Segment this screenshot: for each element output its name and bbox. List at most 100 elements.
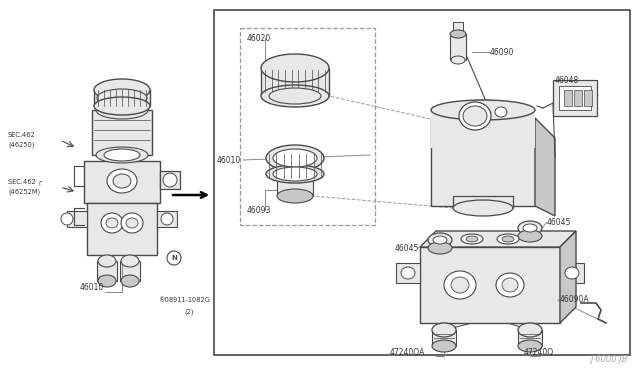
Bar — [157, 211, 177, 227]
Bar — [84, 161, 160, 203]
Text: (2): (2) — [184, 309, 193, 315]
Ellipse shape — [167, 251, 181, 265]
Bar — [92, 110, 152, 155]
Text: 46010: 46010 — [80, 283, 104, 292]
Text: 46045: 46045 — [395, 244, 419, 253]
Bar — [431, 110, 535, 148]
Bar — [120, 261, 140, 281]
Ellipse shape — [461, 234, 483, 244]
Ellipse shape — [94, 97, 150, 115]
Text: SEC.462: SEC.462 — [8, 132, 36, 138]
Ellipse shape — [96, 101, 148, 119]
Bar — [453, 196, 513, 208]
Text: SEC.462 ┌: SEC.462 ┌ — [8, 179, 42, 185]
Ellipse shape — [401, 267, 415, 279]
Ellipse shape — [518, 340, 542, 352]
Bar — [94, 90, 150, 106]
Bar — [560, 263, 584, 283]
Ellipse shape — [453, 200, 513, 216]
Ellipse shape — [496, 273, 524, 297]
Bar — [396, 263, 420, 283]
Bar — [277, 174, 313, 196]
Text: 46090A: 46090A — [560, 295, 589, 305]
Ellipse shape — [126, 218, 138, 228]
Polygon shape — [535, 118, 555, 216]
Ellipse shape — [456, 100, 510, 120]
Bar — [261, 68, 329, 96]
Text: 46045: 46045 — [547, 218, 572, 227]
Ellipse shape — [459, 102, 491, 130]
Bar — [420, 247, 560, 323]
Ellipse shape — [428, 242, 452, 254]
Ellipse shape — [104, 149, 140, 161]
Bar — [553, 80, 597, 116]
Ellipse shape — [518, 221, 542, 235]
Bar — [432, 330, 456, 346]
Text: N: N — [171, 255, 177, 261]
Text: 46048: 46048 — [555, 76, 579, 84]
Ellipse shape — [502, 236, 514, 242]
Polygon shape — [431, 118, 535, 206]
Ellipse shape — [266, 145, 324, 171]
Bar — [584, 90, 592, 106]
Ellipse shape — [121, 275, 139, 287]
Ellipse shape — [96, 147, 148, 163]
Ellipse shape — [121, 213, 143, 233]
Ellipse shape — [432, 340, 456, 352]
Ellipse shape — [269, 88, 321, 104]
Ellipse shape — [273, 149, 317, 167]
Ellipse shape — [518, 323, 542, 337]
Ellipse shape — [163, 173, 177, 187]
Text: (46252M): (46252M) — [8, 189, 40, 195]
Ellipse shape — [261, 54, 329, 82]
Text: J·6000 JB: J·6000 JB — [591, 355, 628, 364]
Ellipse shape — [428, 233, 452, 247]
Bar — [574, 90, 582, 106]
Ellipse shape — [523, 224, 537, 232]
Text: 47240QA: 47240QA — [390, 347, 426, 356]
Bar — [518, 330, 542, 346]
Bar — [214, 10, 630, 355]
Ellipse shape — [444, 271, 476, 299]
Ellipse shape — [432, 323, 456, 337]
Ellipse shape — [94, 79, 150, 101]
Ellipse shape — [98, 275, 116, 287]
Ellipse shape — [101, 213, 123, 233]
Ellipse shape — [113, 174, 131, 188]
Bar — [160, 171, 180, 189]
Ellipse shape — [518, 230, 542, 242]
Ellipse shape — [495, 107, 507, 117]
Ellipse shape — [61, 213, 73, 225]
Ellipse shape — [451, 277, 469, 293]
Ellipse shape — [565, 267, 579, 279]
Ellipse shape — [107, 169, 137, 193]
Text: 46090: 46090 — [490, 48, 515, 57]
Ellipse shape — [466, 236, 478, 242]
Ellipse shape — [450, 30, 466, 38]
Ellipse shape — [497, 234, 519, 244]
Ellipse shape — [463, 106, 487, 126]
Bar — [450, 34, 466, 60]
Text: 46010: 46010 — [217, 155, 241, 164]
Ellipse shape — [431, 100, 535, 120]
Ellipse shape — [433, 236, 447, 244]
Ellipse shape — [451, 56, 465, 64]
Text: ®08911-1082G: ®08911-1082G — [158, 297, 210, 303]
Text: 46020: 46020 — [247, 33, 271, 42]
Ellipse shape — [121, 255, 139, 267]
Bar — [67, 211, 87, 227]
Bar — [559, 86, 591, 110]
Ellipse shape — [266, 165, 324, 183]
Bar — [453, 22, 463, 34]
Text: 46093: 46093 — [247, 205, 271, 215]
Ellipse shape — [97, 89, 147, 107]
Ellipse shape — [261, 85, 329, 107]
Bar — [87, 203, 157, 255]
Bar — [564, 90, 572, 106]
Text: 47240Q: 47240Q — [524, 347, 554, 356]
Ellipse shape — [106, 218, 118, 228]
Ellipse shape — [277, 189, 313, 203]
Polygon shape — [420, 231, 576, 247]
Ellipse shape — [273, 167, 317, 181]
Ellipse shape — [161, 213, 173, 225]
